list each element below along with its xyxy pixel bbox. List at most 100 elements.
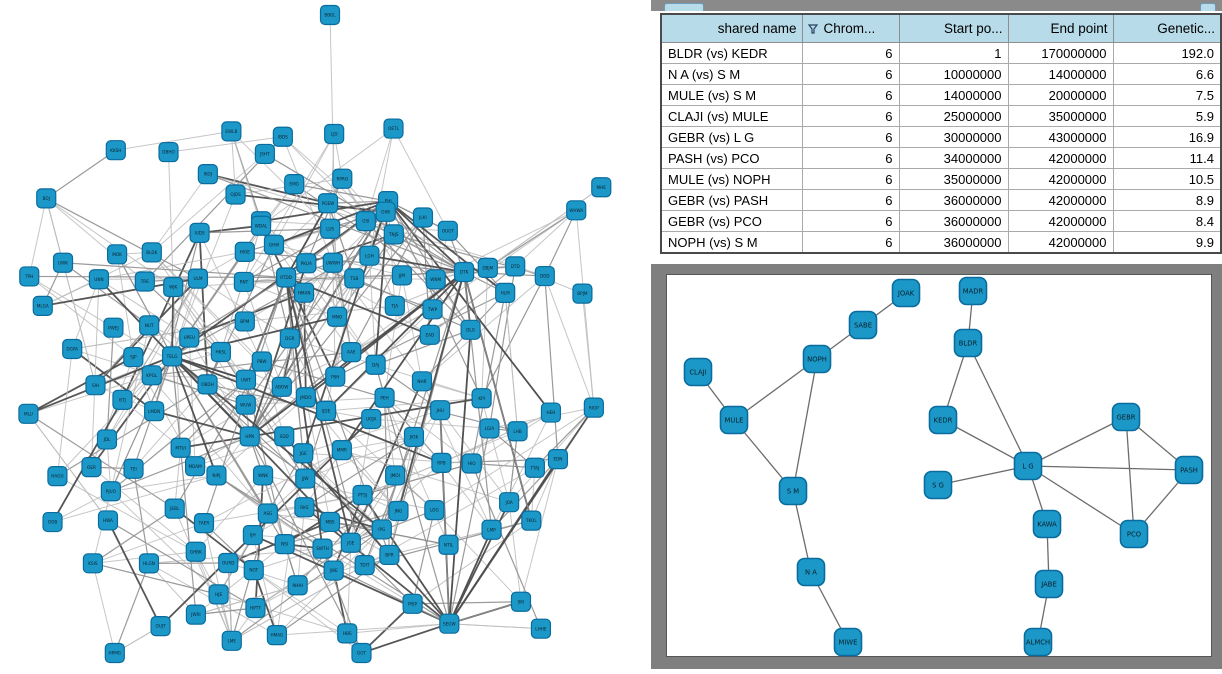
network-node[interactable]: ULM (188, 269, 207, 288)
table-cell[interactable]: 42000000 (1008, 211, 1113, 232)
network-node-sabe[interactable]: SABE (850, 312, 877, 339)
network-node-jabe[interactable]: JABE (1036, 571, 1063, 598)
network-node[interactable]: PBW (252, 352, 271, 371)
network-node[interactable]: RIGP (584, 398, 603, 417)
column-header-end-point[interactable]: End point (1008, 14, 1113, 43)
network-node[interactable]: BPR (380, 545, 399, 564)
table-cell[interactable]: 8.4 (1113, 211, 1221, 232)
network-node[interactable]: AAE (342, 343, 361, 362)
network-node[interactable]: NIPJ (207, 466, 226, 485)
table-cell[interactable]: 30000000 (899, 127, 1008, 148)
network-node-bldr[interactable]: BLDR (955, 330, 982, 357)
table-cell[interactable]: GEBR (vs) PCO (661, 211, 802, 232)
network-node-pco[interactable]: PCO (1121, 521, 1148, 548)
network-node[interactable]: HPTT (246, 598, 265, 617)
table-cell[interactable]: 8.9 (1113, 190, 1221, 211)
network-node[interactable]: LMP (482, 520, 501, 539)
network-node[interactable]: IUDS (190, 223, 209, 242)
network-node[interactable]: HKSL (211, 343, 230, 362)
network-node[interactable]: LUS (321, 219, 340, 238)
network-node[interactable]: MTUI (171, 438, 190, 457)
network-node[interactable]: JWE (324, 561, 343, 580)
network-node[interactable]: TPH (20, 267, 39, 286)
network-node[interactable]: NUT (140, 316, 159, 335)
network-node[interactable]: TDIT (355, 556, 374, 575)
network-node[interactable]: HIOE (235, 242, 254, 261)
network-node[interactable]: HEH (541, 403, 560, 422)
network-node[interactable]: MNO (328, 307, 347, 326)
network-node[interactable]: DBJM (478, 258, 497, 277)
network-node[interactable]: SDD (275, 427, 294, 446)
network-node[interactable]: HMAN (295, 283, 314, 302)
table-cell[interactable]: 9.9 (1113, 232, 1221, 254)
network-node[interactable]: EWLB (222, 122, 241, 141)
network-node[interactable]: JJM (392, 266, 411, 285)
network-node[interactable]: UPEU (180, 328, 199, 347)
network-node[interactable]: IJH (243, 526, 262, 545)
table-cell[interactable]: 6.6 (1113, 64, 1221, 85)
network-node[interactable]: EDN (548, 450, 567, 469)
network-node[interactable]: MDAM (186, 457, 205, 476)
table-cell[interactable]: NOPH (vs) S M (661, 232, 802, 254)
network-node[interactable]: MHE (592, 178, 611, 197)
network-node[interactable]: BTJ (113, 390, 132, 409)
network-node[interactable]: NGT (244, 561, 263, 580)
network-node[interactable]: NHR (412, 372, 431, 391)
network-node[interactable]: UWT (236, 370, 255, 389)
column-header-shared-name[interactable]: shared name (661, 14, 802, 43)
network-node[interactable]: TTAJ (525, 458, 544, 477)
network-node[interactable]: HIO (462, 454, 481, 473)
network-node[interactable]: OOB (43, 513, 62, 532)
table-cell[interactable]: GEBR (vs) L G (661, 127, 802, 148)
network-node[interactable]: LOG (425, 501, 444, 520)
network-node[interactable]: JGE (294, 444, 313, 463)
table-cell[interactable]: 14000000 (899, 85, 1008, 106)
table-cell[interactable]: 10.5 (1113, 169, 1221, 190)
network-node[interactable]: GHM (264, 235, 283, 254)
table-cell[interactable]: 36000000 (899, 211, 1008, 232)
network-node[interactable]: WDAL (252, 216, 271, 235)
network-node[interactable]: IBDS (273, 127, 292, 146)
network-node[interactable]: JHU (431, 401, 450, 420)
network-node-kawa[interactable]: KAWA (1034, 511, 1061, 538)
tab-fragment[interactable] (664, 3, 704, 11)
network-node[interactable]: SIH (86, 376, 105, 395)
network-node[interactable]: LGIA (480, 419, 499, 438)
network-node-na[interactable]: N A (798, 559, 825, 586)
network-node[interactable]: INHH (288, 576, 307, 595)
network-node[interactable]: IJDE (317, 401, 336, 420)
table-cell[interactable]: 43000000 (1008, 127, 1113, 148)
network-node-madr[interactable]: MADR (960, 278, 987, 305)
table-cell[interactable]: 10000000 (899, 64, 1008, 85)
network-node[interactable]: EMG (285, 175, 304, 194)
network-node[interactable]: RPRO (333, 169, 352, 188)
network-node[interactable]: UWK (54, 253, 73, 272)
network-node[interactable]: BOJ (37, 189, 56, 208)
table-cell[interactable]: 14000000 (1008, 64, 1113, 85)
network-node[interactable]: MMR (332, 441, 351, 460)
table-cell[interactable]: 6 (802, 169, 899, 190)
network-node[interactable]: BBGL (321, 6, 340, 25)
network-node[interactable]: TJA (385, 296, 404, 315)
network-node[interactable]: JMOI (386, 466, 405, 485)
network-node[interactable]: HAGU (48, 467, 67, 486)
table-cell[interactable]: 6 (802, 148, 899, 169)
network-node[interactable]: NSI (275, 535, 294, 554)
network-node[interactable]: OBDH (198, 375, 217, 394)
network-node-miwe[interactable]: MIWE (835, 629, 862, 656)
table-cell[interactable]: 36000000 (899, 190, 1008, 211)
table-cell[interactable]: 42000000 (1008, 169, 1113, 190)
network-node[interactable]: LJD (325, 124, 344, 143)
network-node[interactable]: ASG (258, 504, 277, 523)
network-node[interactable]: KPGL (142, 366, 161, 385)
network-node[interactable]: WUW (236, 395, 255, 414)
network-node[interactable]: RKS (295, 498, 314, 517)
network-node-kedr[interactable]: KEDR (930, 407, 957, 434)
network-node[interactable]: HWA (98, 511, 117, 530)
network-node[interactable]: BPM (235, 312, 254, 331)
table-cell[interactable]: 42000000 (1008, 148, 1113, 169)
table-cell[interactable]: 42000000 (1008, 232, 1113, 254)
